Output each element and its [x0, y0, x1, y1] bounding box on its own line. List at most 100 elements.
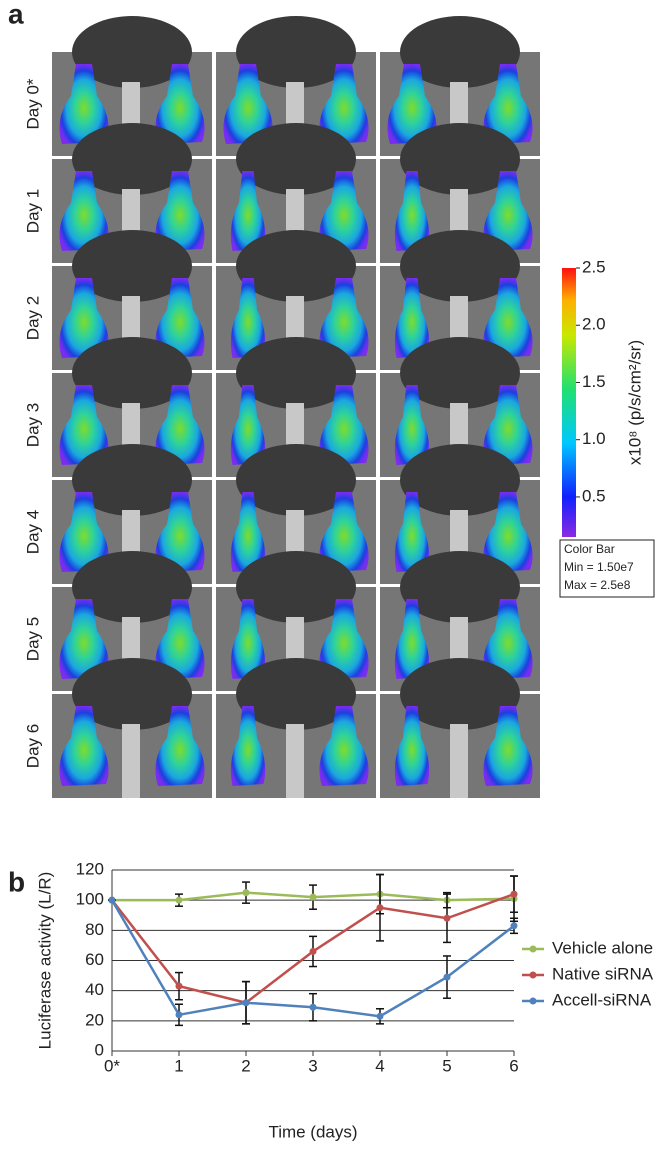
signal-left — [394, 599, 430, 679]
signal-left — [230, 171, 266, 251]
mouse-body — [400, 16, 520, 88]
data-point — [309, 1003, 317, 1011]
signal-left — [230, 599, 266, 679]
signal-right — [483, 492, 533, 572]
signal-left — [230, 706, 266, 786]
signal-right — [155, 385, 205, 465]
color-bar-note: Max = 2.5e8 — [564, 578, 631, 592]
x-tick-label: 5 — [442, 1056, 451, 1075]
mouse-body — [72, 230, 192, 302]
x-axis-label: Time (days) — [268, 1122, 357, 1141]
data-point — [376, 904, 384, 912]
data-point — [242, 999, 250, 1007]
data-point — [175, 896, 183, 904]
image-cell — [216, 337, 376, 477]
data-point — [175, 982, 183, 990]
signal-right — [319, 492, 369, 572]
image-cell — [380, 337, 540, 477]
mouse-body — [400, 551, 520, 623]
mouse-body — [72, 123, 192, 195]
signal-right — [155, 278, 205, 358]
signal-right — [483, 706, 533, 786]
signal-left — [59, 599, 109, 679]
row-label: Day 0* — [23, 78, 42, 129]
signal-left — [394, 171, 430, 251]
signal-right — [319, 64, 369, 144]
legend-marker — [529, 997, 537, 1005]
signal-right — [155, 599, 205, 679]
mouse-body — [236, 230, 356, 302]
y-tick-label: 20 — [85, 1010, 104, 1029]
mouse-body — [236, 123, 356, 195]
mouse-body — [400, 230, 520, 302]
data-point — [242, 889, 250, 897]
row-label: Day 2 — [23, 296, 42, 340]
signal-right — [155, 706, 205, 786]
signal-right — [319, 171, 369, 251]
color-bar-tick-label: 0.5 — [582, 486, 606, 505]
data-point — [309, 947, 317, 955]
signal-left — [59, 64, 109, 144]
mouse-body — [72, 337, 192, 409]
signal-left — [230, 278, 266, 358]
signal-right — [319, 599, 369, 679]
color-bar-tick-label: 2.5 — [582, 257, 606, 276]
signal-right — [155, 171, 205, 251]
image-cell — [380, 658, 540, 798]
mouse-body — [72, 551, 192, 623]
mouse-body — [72, 16, 192, 88]
signal-right — [483, 599, 533, 679]
data-point — [443, 973, 451, 981]
mouse-body — [72, 444, 192, 516]
tail — [286, 724, 304, 798]
color-bar-label: x10⁸ (p/s/cm²/sr) — [625, 340, 644, 465]
image-cell — [216, 551, 376, 691]
data-point — [443, 914, 451, 922]
row-label: Day 5 — [23, 617, 42, 661]
x-tick-label: 1 — [174, 1056, 183, 1075]
mouse-body — [400, 444, 520, 516]
x-tick-label: 2 — [241, 1056, 250, 1075]
legend-marker — [529, 971, 537, 979]
legend-label: Native siRNA — [552, 964, 654, 983]
color-bar-note: Color Bar — [564, 542, 615, 556]
mouse-body — [400, 658, 520, 730]
color-bar-box — [559, 539, 655, 598]
mouse-body — [400, 337, 520, 409]
signal-left — [394, 492, 430, 572]
legend-label: Vehicle alone — [552, 938, 653, 957]
image-cell — [52, 658, 212, 798]
image-cell — [52, 444, 212, 584]
data-point — [108, 896, 116, 904]
y-tick-label: 60 — [85, 950, 104, 969]
signal-right — [483, 64, 533, 144]
data-point — [309, 893, 317, 901]
y-tick-label: 0 — [95, 1040, 104, 1059]
signal-right — [319, 278, 369, 358]
mouse-body — [400, 123, 520, 195]
row-label: Day 6 — [23, 724, 42, 768]
signal-left — [223, 64, 273, 144]
mouse-body — [236, 16, 356, 88]
mouse-body — [236, 658, 356, 730]
signal-left — [59, 278, 109, 358]
panel-label: a — [8, 0, 24, 29]
y-axis-label: Luciferase activity (L/R) — [35, 872, 54, 1050]
mouse-body — [236, 551, 356, 623]
signal-left — [394, 706, 430, 786]
signal-left — [230, 492, 266, 572]
row-label: Day 3 — [23, 403, 42, 447]
row-label: Day 4 — [23, 510, 42, 554]
panel-label: b — [8, 866, 25, 897]
row-label: Day 1 — [23, 189, 42, 233]
signal-right — [483, 385, 533, 465]
data-point — [376, 1012, 384, 1020]
image-cell — [380, 230, 540, 370]
tail — [450, 724, 468, 798]
x-tick-label: 4 — [375, 1056, 384, 1075]
x-tick-label: 3 — [308, 1056, 317, 1075]
data-point — [175, 1011, 183, 1019]
color-bar-note: Min = 1.50e7 — [564, 560, 634, 574]
signal-right — [319, 385, 369, 465]
signal-left — [387, 64, 437, 144]
